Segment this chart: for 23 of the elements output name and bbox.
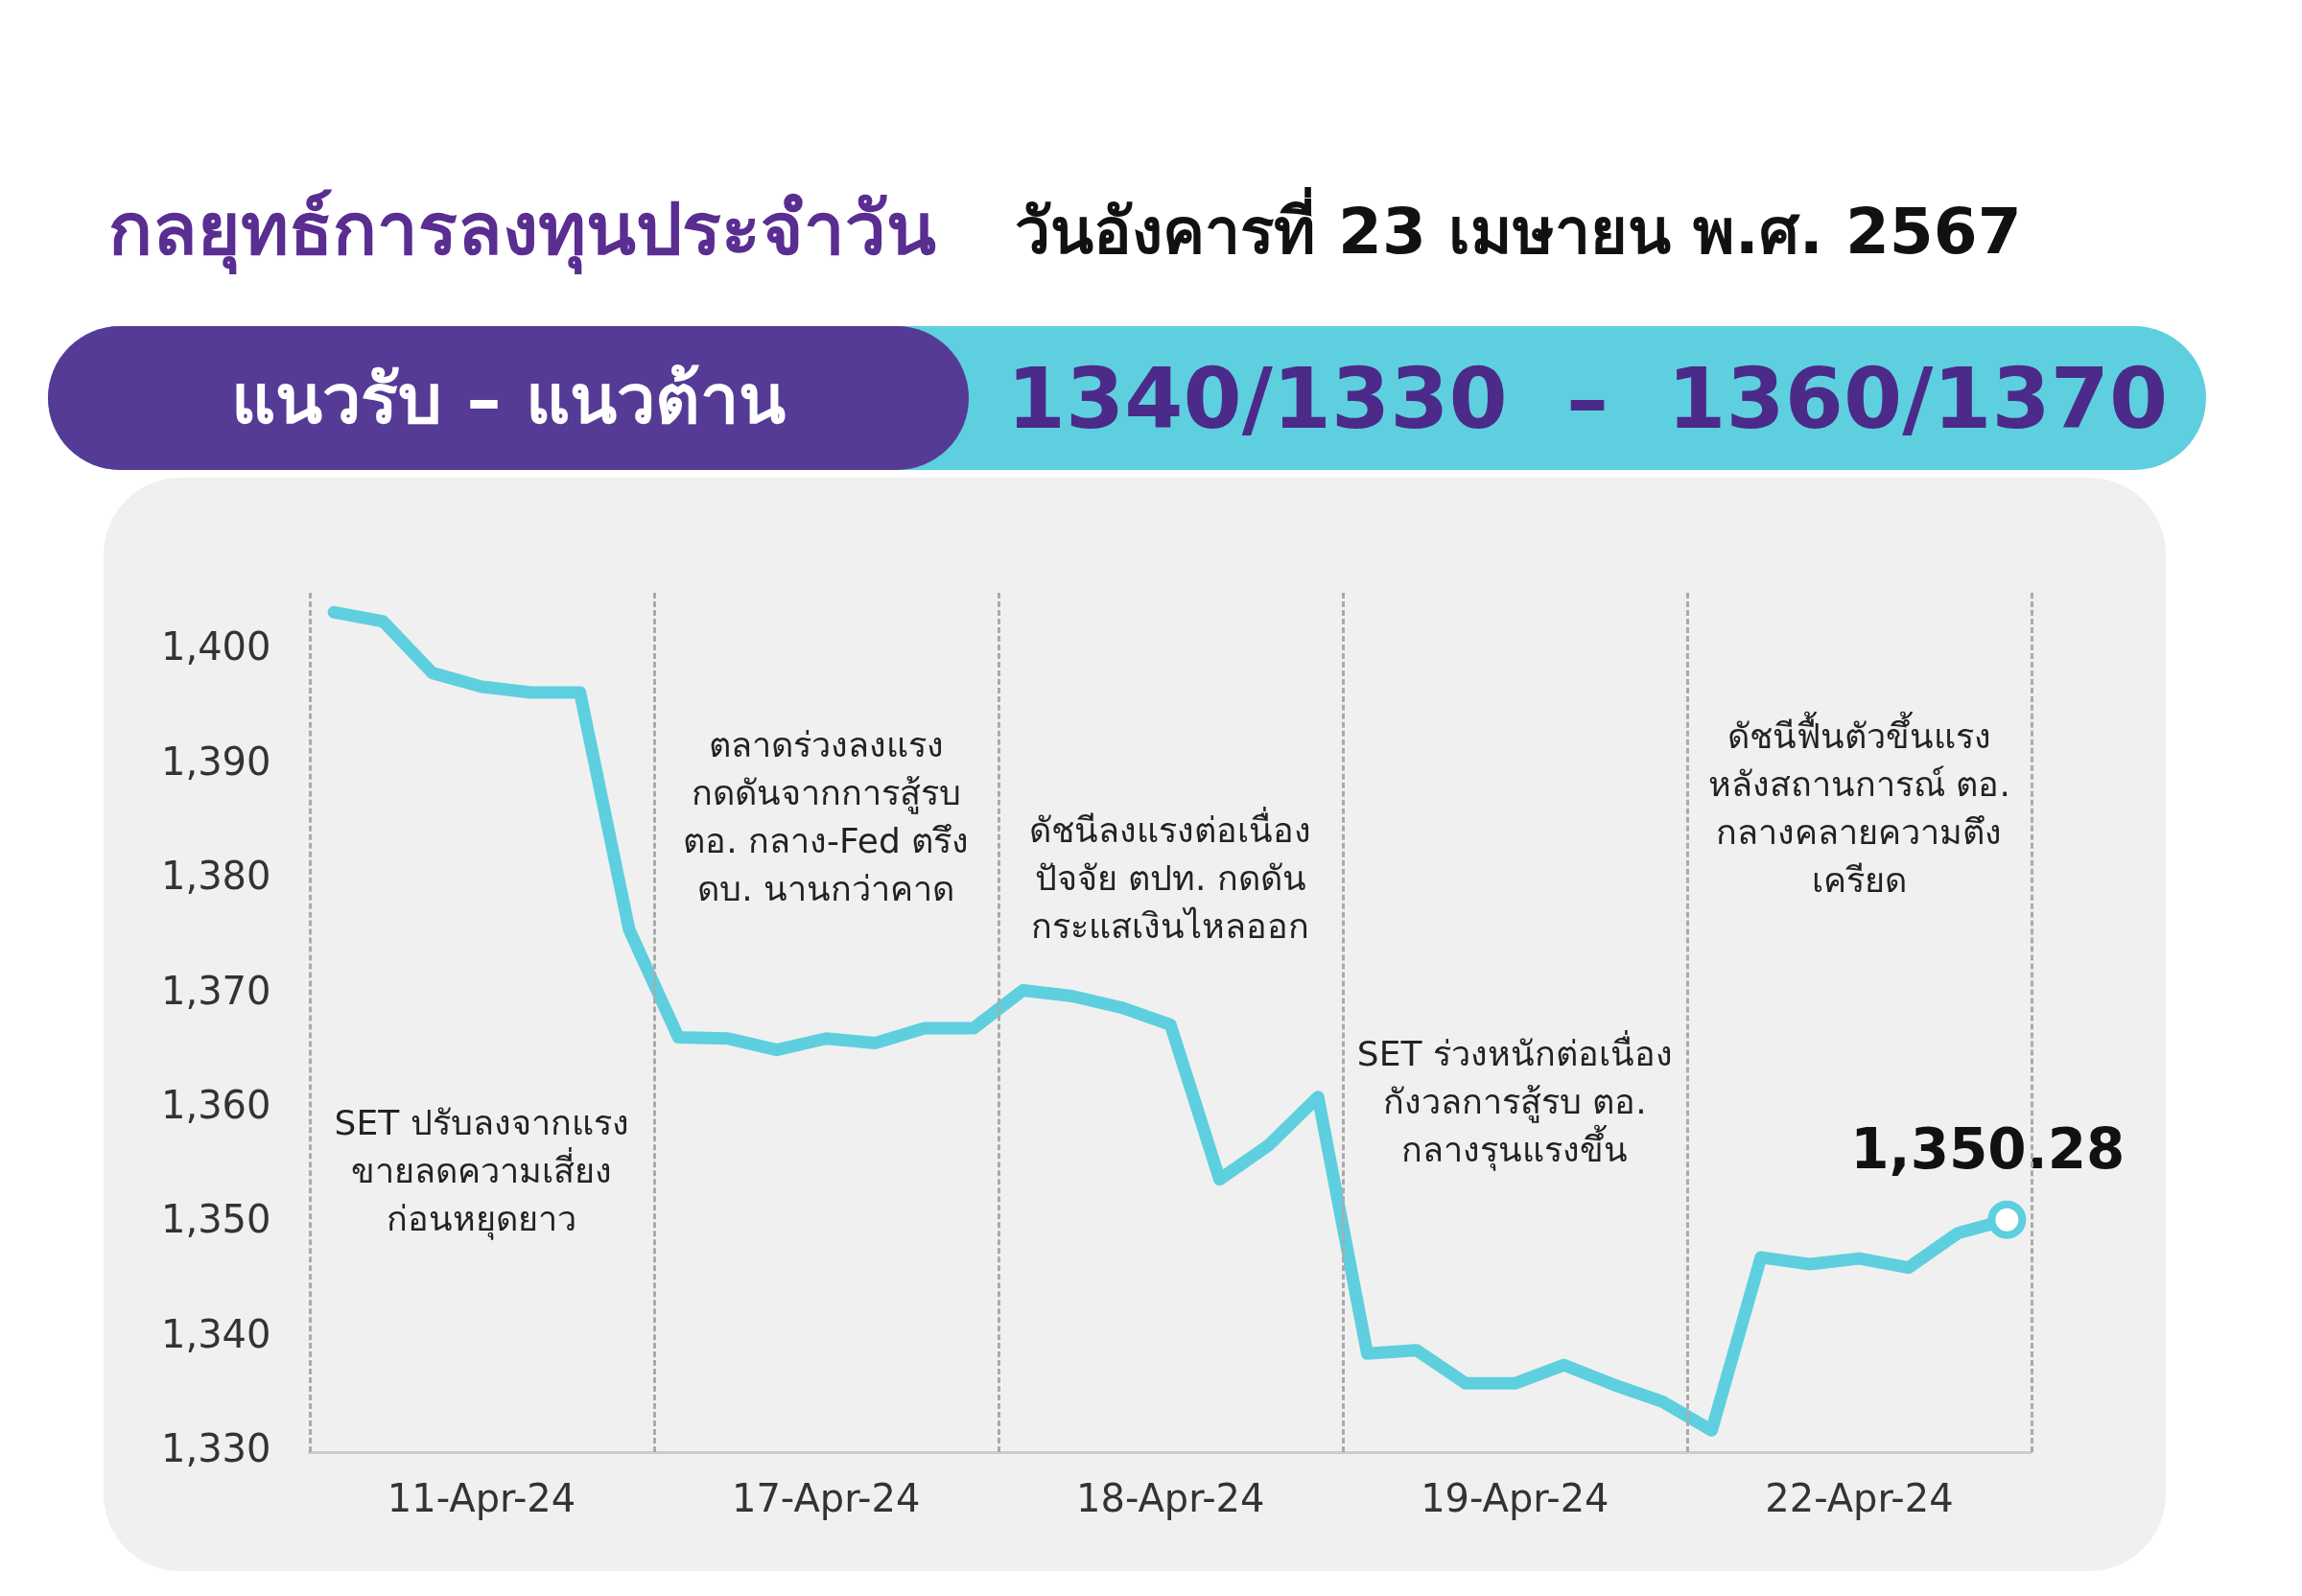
annotation: SET ปรับลงจากแรง ขายลดความเสี่ยง ก่อนหยุดยาว — [334, 1102, 629, 1240]
chart-subtitle: วันอังคารที่ 23 เมษายน พ.ศ. 2567 — [1015, 186, 2022, 270]
annotation: ดัชนีฟื้นตัวขึ้นแรง หลังสถานการณ์ ตอ. กลางคลายความตึง เครียด — [1708, 710, 2010, 900]
x-tick-label: 22-Apr-24 — [1765, 1476, 1954, 1521]
chart-title: กลยุทธ์การลงทุนประจำวัน — [108, 185, 936, 276]
y-tick-label: 1,400 — [161, 624, 271, 669]
x-tick-label: 11-Apr-24 — [387, 1476, 576, 1521]
text: 1340/1330 – 1360/1370 — [1005, 347, 2170, 450]
x-tick-label: 18-Apr-24 — [1076, 1476, 1265, 1521]
y-tick-label: 1,390 — [161, 739, 271, 784]
y-tick-label: 1,340 — [161, 1311, 271, 1356]
y-tick-label: 1,380 — [161, 854, 271, 899]
y-tick-label: 1,330 — [161, 1426, 271, 1471]
annotation: ดัชนีลงแรงต่อเนื่อง ปัจจัย ตปท. กดดัน กระแสเงินไหลออก — [1029, 807, 1312, 947]
annotation: SET ร่วงหนักต่อเนื่อง กังวลการสู้รบ ตอ. กลางรุนแรงขึ้น — [1356, 1030, 1673, 1172]
x-tick-label: 19-Apr-24 — [1421, 1476, 1609, 1521]
annotation: ตลาดร่วงลงแรง กดดันจากการสู้รบ ตอ. กลาง-Fed ตรึง ดบ. นานกว่าคาด — [683, 724, 970, 908]
text: แนวรับ – แนวต้าน — [48, 326, 969, 470]
y-tick-label: 1,370 — [161, 968, 271, 1013]
x-tick-label: 17-Apr-24 — [731, 1476, 921, 1521]
y-tick-label: 1,360 — [161, 1082, 271, 1127]
annotation: 1,350.28 — [1850, 1115, 2126, 1182]
y-tick-label: 1,350 — [161, 1197, 271, 1242]
